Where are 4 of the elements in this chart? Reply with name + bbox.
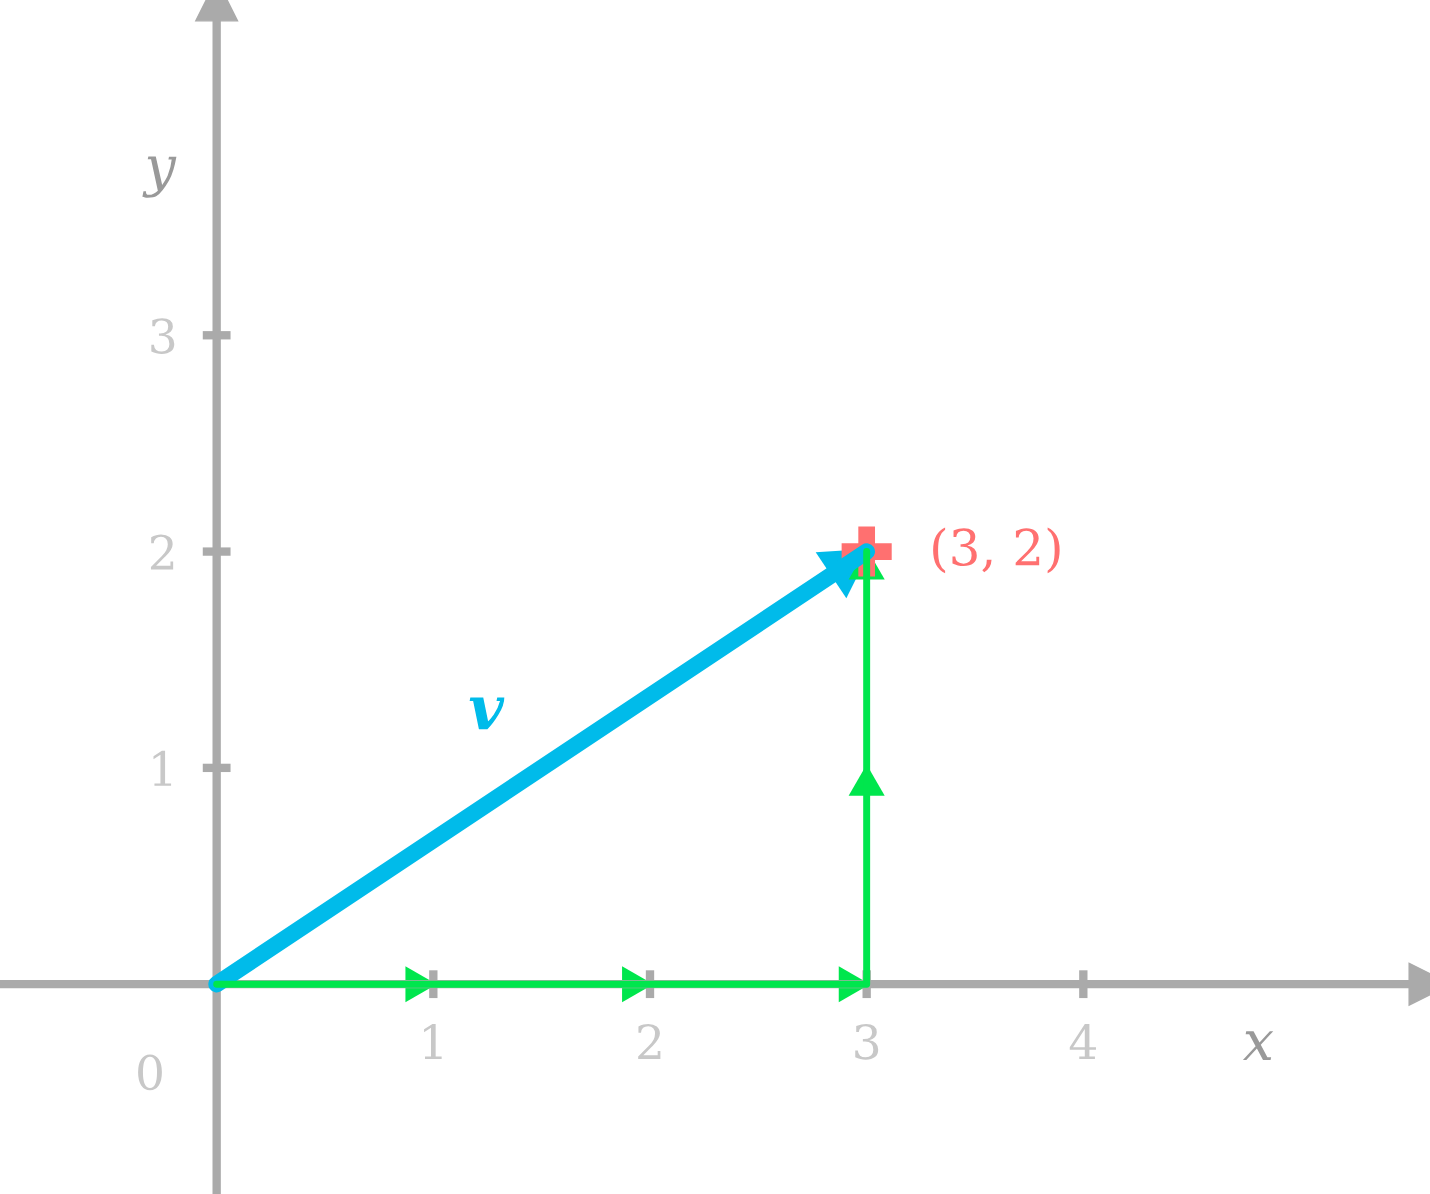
y-axis-title: y <box>142 156 177 198</box>
series-label: v <box>469 697 505 730</box>
x-axis-title: x <box>1242 1031 1274 1061</box>
annotation: (3, 2) <box>933 527 1060 574</box>
